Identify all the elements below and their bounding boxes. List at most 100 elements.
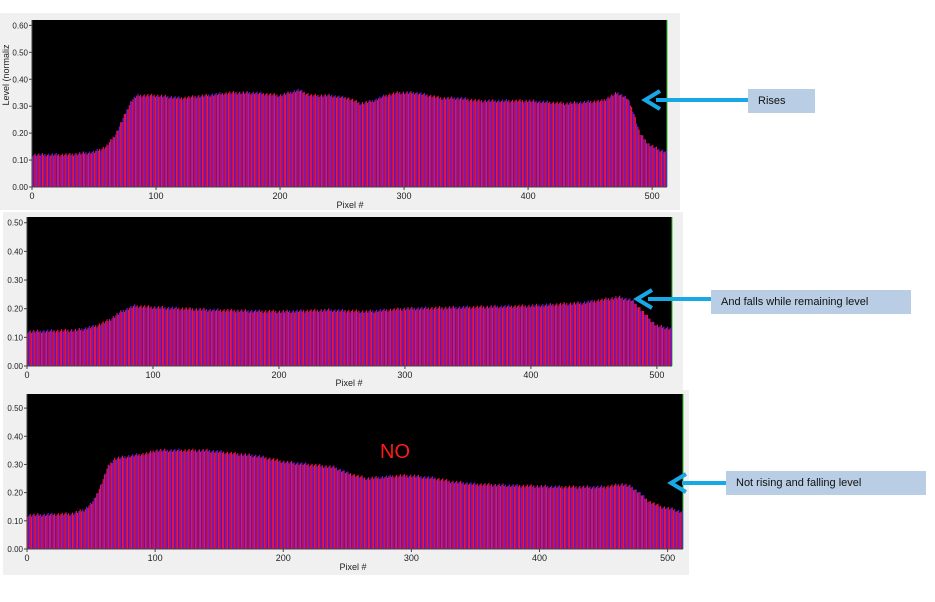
bar <box>242 91 245 187</box>
bar <box>124 311 126 366</box>
bar <box>442 478 444 549</box>
bar <box>124 456 126 549</box>
bar <box>535 303 538 366</box>
bar <box>194 449 197 549</box>
bar <box>108 319 111 366</box>
bar <box>316 466 318 549</box>
bar <box>377 312 379 366</box>
bar <box>224 93 226 187</box>
bar <box>567 104 569 187</box>
bar <box>143 94 145 187</box>
bar <box>335 311 337 366</box>
bar <box>451 307 453 366</box>
bar <box>669 328 671 366</box>
bar <box>425 478 427 549</box>
bar <box>49 155 51 187</box>
bar <box>629 105 631 187</box>
bar <box>469 99 471 187</box>
bar <box>179 310 181 366</box>
bar <box>348 97 350 187</box>
bar <box>648 143 650 187</box>
bar <box>554 304 557 366</box>
bar <box>603 299 606 366</box>
bar <box>307 312 310 366</box>
bar <box>380 98 382 187</box>
bar <box>453 97 455 187</box>
bar <box>400 94 402 187</box>
bar <box>27 516 29 549</box>
bar <box>111 463 113 549</box>
bar <box>136 95 138 187</box>
bar <box>363 477 366 549</box>
bar <box>605 297 607 366</box>
bar <box>506 487 508 549</box>
bar <box>594 488 596 549</box>
bar <box>423 307 426 366</box>
bar <box>610 298 612 366</box>
bar <box>387 477 389 549</box>
bar <box>77 153 80 187</box>
bar <box>130 305 132 366</box>
bar <box>514 305 516 366</box>
bar <box>485 307 487 366</box>
bar <box>223 451 225 549</box>
bar <box>510 486 512 549</box>
bar <box>488 482 490 549</box>
bar <box>614 92 617 187</box>
bar <box>602 300 604 366</box>
bar <box>613 485 616 549</box>
bar <box>84 153 86 187</box>
bar <box>481 485 484 549</box>
bar <box>505 99 507 187</box>
bar <box>503 306 505 366</box>
bar <box>237 453 239 549</box>
bar <box>253 455 255 549</box>
bar <box>422 309 424 366</box>
bar <box>565 485 567 549</box>
bar <box>430 308 432 366</box>
bar <box>53 330 55 366</box>
bar <box>453 483 455 549</box>
bar <box>494 100 496 187</box>
bar <box>472 306 475 366</box>
bar <box>477 100 479 187</box>
bar <box>515 485 517 549</box>
bar <box>620 298 622 366</box>
bar <box>264 458 266 549</box>
bar <box>336 310 339 366</box>
bar <box>432 309 434 366</box>
bar <box>397 93 400 187</box>
bar <box>38 153 40 187</box>
bar <box>146 95 148 187</box>
bar <box>548 304 550 366</box>
bar <box>280 462 282 549</box>
bar <box>581 304 583 366</box>
bar <box>596 300 598 366</box>
bar <box>95 150 97 187</box>
bar <box>134 304 136 366</box>
bar <box>182 99 184 187</box>
bar <box>76 512 79 549</box>
bar <box>536 485 539 549</box>
bar <box>161 305 163 366</box>
bar <box>44 154 46 187</box>
bar <box>486 305 489 366</box>
bar <box>349 473 352 549</box>
bar <box>115 134 117 187</box>
bar <box>142 95 144 187</box>
bar <box>421 94 423 187</box>
bar <box>175 98 178 187</box>
bar <box>435 306 437 366</box>
bar <box>681 510 683 549</box>
bar <box>375 98 377 187</box>
bar <box>91 152 93 187</box>
bar <box>322 96 324 187</box>
bar <box>142 306 145 366</box>
bar <box>552 303 554 366</box>
chart-panel-3: Pixel # 0.00 0.10 0.20 0.30 0.40 0.50 0 100 200 3… <box>3 390 689 575</box>
bar <box>341 308 344 366</box>
y-tick-label: 0.20 <box>7 489 23 498</box>
bar <box>128 455 130 549</box>
bar <box>137 93 139 187</box>
bar <box>645 143 648 187</box>
